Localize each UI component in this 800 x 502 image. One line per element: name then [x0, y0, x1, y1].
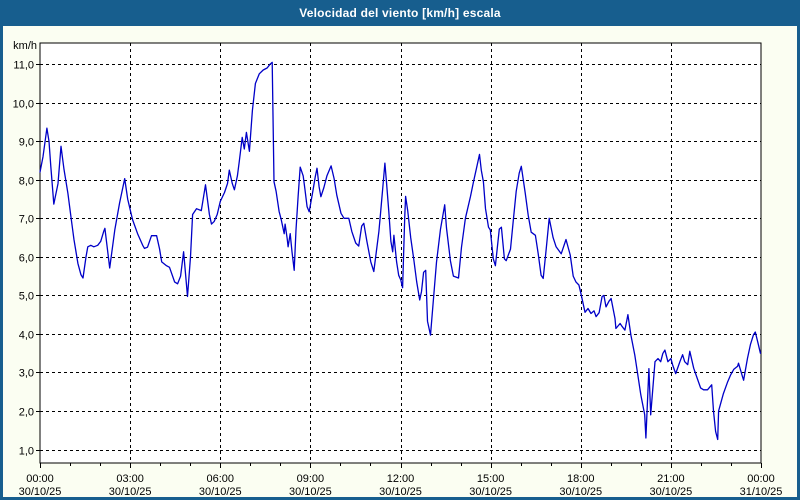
y-tick-label: 9,0: [19, 137, 34, 149]
y-tick-label: 5,0: [19, 291, 34, 303]
y-tick-label: 8,0: [19, 176, 34, 188]
chart-title: Velocidad del viento [km/h] escala: [299, 6, 501, 20]
chart-content: km/h 1,0 2,0 3,0 4,0 5,0 6,0 7,0 8,0 9,0 10,0 11,0…: [3, 26, 797, 498]
x-tick-time-label: 03:00: [116, 473, 144, 485]
x-tick-date-label: 30/10/25: [469, 486, 512, 497]
x-tick-date-label: 30/10/25: [649, 486, 692, 497]
x-tick-date-label: 30/10/25: [559, 486, 602, 497]
y-tick-label: 3,0: [19, 368, 34, 380]
window-titlebar: Velocidad del viento [km/h] escala: [0, 0, 800, 26]
y-tick-label: 7,0: [19, 214, 34, 226]
x-tick-date-label: 31/10/25: [740, 486, 783, 497]
x-tick-time-label: 18:00: [567, 473, 595, 485]
x-tick-date-label: 30/10/25: [289, 486, 332, 497]
x-tick-time-label: 21:00: [657, 473, 685, 485]
plot-area: [39, 42, 762, 464]
y-tick-label: 11,0: [13, 60, 34, 72]
y-tick-label: 6,0: [19, 253, 34, 265]
y-tick-label: 10,0: [13, 99, 34, 111]
x-tick-time-label: 00:00: [747, 473, 775, 485]
x-tick-time-label: 12:00: [387, 473, 415, 485]
y-tick-label: 4,0: [19, 330, 34, 342]
x-tick-date-label: 30/10/25: [19, 486, 62, 497]
chart-svg: km/h 1,0 2,0 3,0 4,0 5,0 6,0 7,0 8,0 9,0 10,0 11,0…: [13, 40, 783, 498]
x-tick-time-label: 09:00: [297, 473, 325, 485]
x-tick-time-label: 00:00: [26, 473, 54, 485]
y-tick-label: 2,0: [19, 407, 34, 419]
y-tick-label: 1,0: [19, 446, 34, 458]
wind-speed-line: [39, 61, 762, 441]
y-axis-unit-label: km/h: [13, 40, 37, 52]
x-tick-date-label: 30/10/25: [379, 486, 422, 497]
x-tick-date-label: 30/10/25: [199, 486, 242, 497]
x-tick-time-label: 06:00: [206, 473, 234, 485]
x-tick-date-label: 30/10/25: [109, 486, 152, 497]
x-tick-time-label: 15:00: [477, 473, 505, 485]
